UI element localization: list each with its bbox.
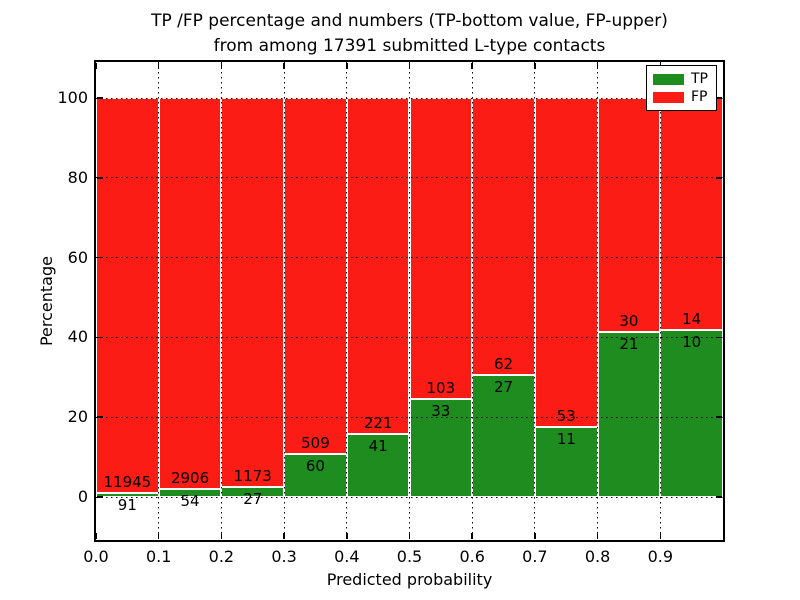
tp-bar-segment xyxy=(534,428,598,497)
legend-item-fp: FP xyxy=(653,90,710,104)
fp-count-label: 103 xyxy=(426,379,456,398)
tp-count-label: 54 xyxy=(180,491,200,510)
fp-bar-segment xyxy=(96,98,159,494)
tp-color-swatch-icon xyxy=(653,73,684,85)
fp-count-label: 11945 xyxy=(103,472,152,491)
x-tick-mark xyxy=(346,533,348,539)
tp-count-label: 41 xyxy=(368,436,388,455)
tp-count-label: 33 xyxy=(431,402,451,421)
chart-title-line2: from among 17391 submitted L-type contac… xyxy=(213,36,606,56)
x-tick-label: 0.3 xyxy=(271,547,297,566)
x-tick-mark xyxy=(220,63,223,69)
x-tick-label: 0.1 xyxy=(145,547,172,566)
y-tick-mark xyxy=(97,97,103,99)
fp-count-label: 14 xyxy=(682,309,702,328)
x-tick-mark xyxy=(95,533,97,539)
chart-title-line1: TP /FP percentage and numbers (TP-bottom… xyxy=(151,11,668,31)
x-tick-mark xyxy=(346,63,348,69)
x-tick-mark xyxy=(596,63,599,69)
fp-count-label: 53 xyxy=(556,407,576,426)
y-tick-mark xyxy=(716,256,722,259)
x-tick-mark xyxy=(596,533,599,539)
fp-bar-segment xyxy=(472,98,535,376)
tp-count-label: 91 xyxy=(117,495,137,514)
tp-bar-segment xyxy=(660,330,723,497)
x-tick-label: 0.5 xyxy=(396,547,423,566)
tp-bar-segment xyxy=(597,332,661,497)
y-tick-label: 80 xyxy=(67,167,88,187)
fp-count-label: 30 xyxy=(619,311,639,330)
y-tick-mark xyxy=(716,177,722,179)
fp-bar-segment xyxy=(660,98,723,331)
x-axis-label: Predicted probability xyxy=(326,570,493,589)
x-tick-mark xyxy=(157,63,160,69)
fp-bar-segment xyxy=(284,98,347,455)
x-tick-mark xyxy=(283,63,285,69)
fp-color-swatch-icon xyxy=(653,91,684,103)
legend-item-tp: TP xyxy=(653,72,710,86)
y-tick-mark xyxy=(97,177,103,179)
x-tick-mark xyxy=(157,533,160,539)
legend: TP FP xyxy=(646,65,717,111)
fp-bar-segment xyxy=(534,98,598,429)
x-tick-mark xyxy=(220,533,223,539)
x-tick-mark xyxy=(471,63,473,69)
y-tick-mark xyxy=(97,256,103,259)
y-tick-mark xyxy=(716,416,722,418)
x-tick-label: 0.9 xyxy=(647,547,674,566)
x-tick-mark xyxy=(95,63,97,69)
legend-label-tp: TP xyxy=(691,71,708,87)
y-tick-label: 20 xyxy=(67,407,88,427)
fp-count-label: 62 xyxy=(493,354,514,373)
y-axis-label: Percentage xyxy=(37,256,56,347)
y-tick-label: 60 xyxy=(67,247,88,267)
tp-count-label: 27 xyxy=(493,377,514,396)
tp-count-label: 11 xyxy=(556,430,576,449)
x-tick-label: 0.2 xyxy=(208,547,235,566)
x-tick-mark xyxy=(534,63,536,69)
tp-count-label: 10 xyxy=(682,332,702,351)
fp-count-label: 509 xyxy=(301,433,330,452)
x-tick-label: 0.7 xyxy=(522,547,548,566)
tp-bar-segment xyxy=(409,400,473,497)
x-tick-mark xyxy=(283,533,285,539)
x-tick-label: 0.4 xyxy=(334,547,360,566)
tp-bar-segment xyxy=(284,454,347,497)
fp-bar-segment xyxy=(409,98,473,401)
y-tick-label: 0 xyxy=(77,487,88,506)
fp-count-label: 221 xyxy=(363,413,393,432)
x-tick-mark xyxy=(471,533,473,539)
x-tick-mark xyxy=(659,533,662,539)
fp-bar-segment xyxy=(158,98,222,490)
tp-count-label: 60 xyxy=(305,456,325,475)
fp-bar-segment xyxy=(346,98,410,435)
y-tick-mark xyxy=(716,496,722,498)
fp-bar-segment xyxy=(597,98,661,333)
x-tick-mark xyxy=(408,533,411,539)
x-tick-mark xyxy=(408,63,411,69)
fp-bar-segment xyxy=(221,98,285,489)
fp-count-label: 1173 xyxy=(233,467,272,486)
legend-label-fp: FP xyxy=(691,89,708,105)
y-tick-mark xyxy=(97,336,103,339)
x-tick-label: 0.6 xyxy=(459,547,485,566)
y-tick-label: 40 xyxy=(67,327,88,347)
x-tick-label: 0.8 xyxy=(584,547,611,566)
tp-count-label: 21 xyxy=(619,334,639,353)
y-tick-label: 100 xyxy=(57,88,88,107)
y-tick-mark xyxy=(97,416,103,418)
x-tick-label: 0.0 xyxy=(83,547,109,566)
x-tick-mark xyxy=(534,533,536,539)
tp-count-label: 27 xyxy=(243,490,263,509)
fp-count-label: 2906 xyxy=(170,468,210,487)
